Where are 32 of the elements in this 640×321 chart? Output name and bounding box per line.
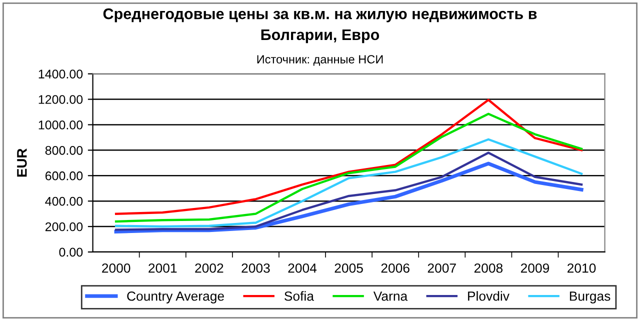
- legend-label: Burgas: [570, 292, 610, 304]
- x-tick-label: 2007: [428, 263, 456, 273]
- y-tick-label: 800.00: [45, 146, 83, 155]
- x-tick-label: 2001: [148, 263, 177, 273]
- y-axis-title: EUR: [17, 148, 27, 177]
- x-tick-label: 2004: [288, 263, 317, 273]
- line-series: [114, 98, 583, 215]
- x-tick-label: 2006: [381, 263, 410, 273]
- x-tick-label: 2003: [242, 263, 270, 273]
- line-series: [114, 152, 583, 231]
- y-tick-label: 1200.00: [38, 95, 83, 104]
- y-tick-label: 0.00: [59, 248, 83, 257]
- legend-label: Varna: [373, 292, 408, 301]
- line-series: [114, 138, 583, 228]
- y-tick-label: 1000.00: [38, 120, 83, 130]
- x-tick-label: 2009: [520, 263, 550, 273]
- line-series: [114, 112, 583, 223]
- legend-label: Plovdiv: [468, 291, 510, 301]
- y-tick-label: 600.00: [45, 171, 83, 180]
- x-tick-label: 2010: [568, 263, 596, 273]
- y-tick-label: 200.00: [45, 222, 83, 232]
- x-tick-label: 2005: [334, 263, 363, 273]
- x-tick-label: 2000: [102, 263, 130, 273]
- chart-title: Среднегодовые цены за кв.м. на жилую недвижимость в Болгарии, Евро: [103, 8, 537, 44]
- legend-label: Country Average: [127, 291, 224, 304]
- y-tick-label: 400.00: [45, 196, 83, 206]
- line-series: [114, 162, 584, 234]
- x-tick-label: 2008: [474, 263, 503, 273]
- x-tick-label: 2002: [195, 263, 224, 273]
- chart-subtitle: Источник: данные НСИ: [257, 55, 383, 66]
- y-tick-label: 1400.00: [38, 70, 83, 78]
- legend-label: Sofia: [284, 291, 314, 301]
